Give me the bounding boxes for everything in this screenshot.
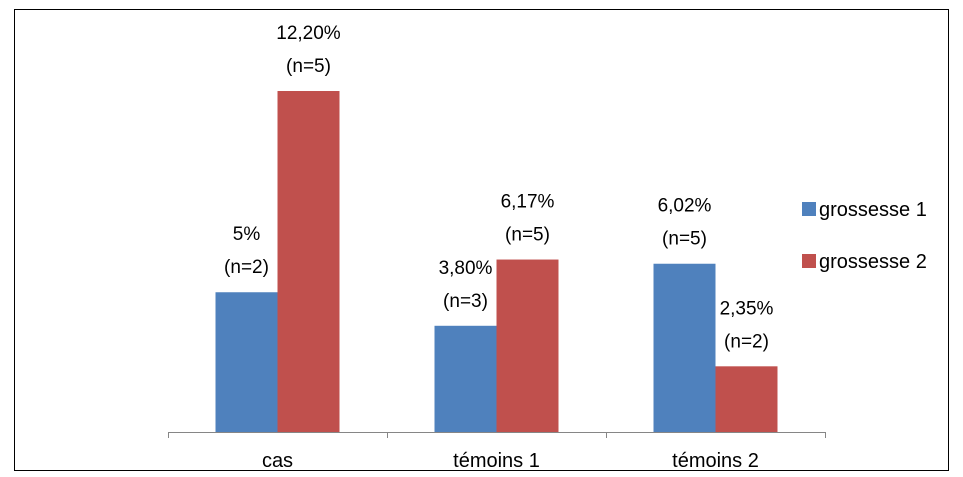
bar-grossesse-2-cas bbox=[277, 91, 340, 432]
data-label-grossesse-1-temoins-2-count: (n=5) bbox=[662, 229, 707, 250]
bar-grossesse-2-temoins-2 bbox=[715, 366, 778, 432]
data-label-grossesse-2-temoins-2-count: (n=2) bbox=[724, 331, 769, 352]
x-axis: cas témoins 1 témoins 2 bbox=[168, 432, 826, 472]
data-label-grossesse-2-cas-count: (n=5) bbox=[286, 56, 331, 77]
data-label-grossesse-1-temoins-1-count: (n=3) bbox=[443, 291, 488, 312]
bars-layer bbox=[215, 91, 778, 432]
data-label-grossesse-2-cas-percent: 12,20% bbox=[276, 23, 341, 44]
legend-swatch-grossesse-1 bbox=[802, 202, 816, 216]
data-label-grossesse-1-cas-percent: 5% bbox=[233, 224, 261, 245]
legend: grossesse 1 grossesse 2 bbox=[802, 199, 927, 273]
x-tick-label-temoins-1: témoins 1 bbox=[453, 450, 540, 472]
x-tick-label-cas: cas bbox=[262, 450, 293, 472]
legend-label-grossesse-1: grossesse 1 bbox=[819, 199, 927, 221]
data-label-grossesse-1-cas-count: (n=2) bbox=[224, 257, 269, 278]
data-label-grossesse-1-temoins-1-percent: 3,80% bbox=[439, 258, 493, 279]
data-labels: 5% (n=2) 12,20% (n=5) 3,80% (n=3) 6,17% (n=5) 6,… bbox=[224, 23, 773, 352]
bar-grossesse-1-temoins-1 bbox=[434, 325, 497, 432]
data-label-grossesse-1-temoins-2-percent: 6,02% bbox=[658, 196, 712, 217]
bar-grossesse-1-temoins-2 bbox=[653, 263, 716, 432]
x-tick-label-temoins-2: témoins 2 bbox=[672, 450, 759, 472]
bar-grossesse-2-temoins-1 bbox=[496, 259, 559, 432]
data-label-grossesse-2-temoins-2-percent: 2,35% bbox=[720, 298, 774, 319]
data-label-grossesse-2-temoins-1-count: (n=5) bbox=[505, 225, 550, 246]
legend-swatch-grossesse-2 bbox=[802, 254, 816, 268]
data-label-grossesse-2-temoins-1-percent: 6,17% bbox=[501, 192, 555, 213]
legend-label-grossesse-2: grossesse 2 bbox=[819, 251, 927, 273]
bar-grossesse-1-cas bbox=[215, 292, 278, 432]
